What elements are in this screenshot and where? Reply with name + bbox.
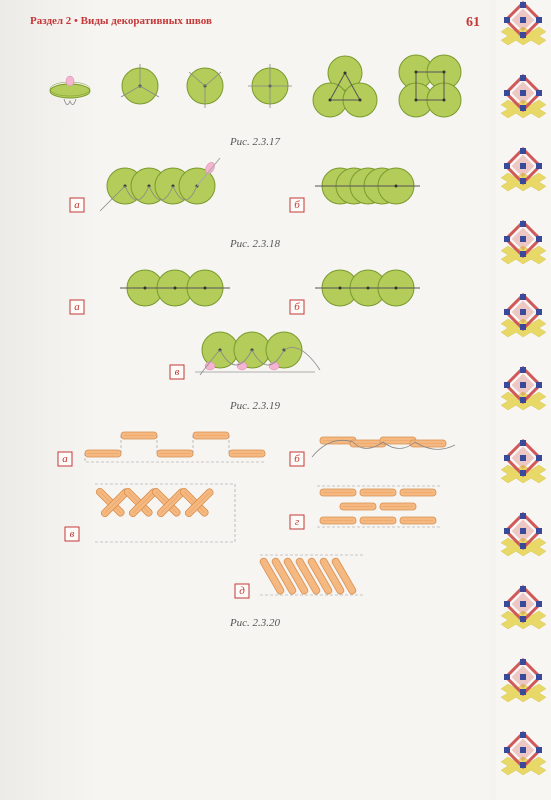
label-a: а: [74, 199, 80, 211]
label-g: г: [295, 516, 300, 528]
decorative-border: [496, 0, 551, 800]
label-d: д: [239, 585, 245, 597]
caption-20: Рис. 2.3.20: [30, 617, 480, 629]
label-v: в: [175, 366, 180, 378]
page-header: Раздел 2 • Виды декоративных швов 61: [30, 15, 480, 31]
label-a3: а: [62, 453, 68, 465]
figure-20-row3: д: [30, 552, 480, 607]
label-b3: б: [294, 453, 300, 465]
label-b: б: [294, 199, 300, 211]
label-b2: б: [294, 301, 300, 313]
label-a2: а: [74, 301, 80, 313]
caption-18: Рис. 2.3.18: [30, 238, 480, 250]
figure-18: а б: [30, 158, 480, 228]
label-v2: в: [70, 528, 75, 540]
figure-19-row2: в: [30, 320, 480, 390]
figure-19-row1: а б: [30, 260, 480, 320]
figure-20-row1: а б: [30, 422, 480, 477]
figure-20-row2: в г: [30, 477, 480, 552]
caption-19: Рис. 2.3.19: [30, 400, 480, 412]
page-number: 61: [466, 15, 480, 31]
figure-17: [30, 46, 480, 126]
section-title: Раздел 2 • Виды декоративных швов: [30, 15, 212, 31]
caption-17: Рис. 2.3.17: [30, 136, 480, 148]
